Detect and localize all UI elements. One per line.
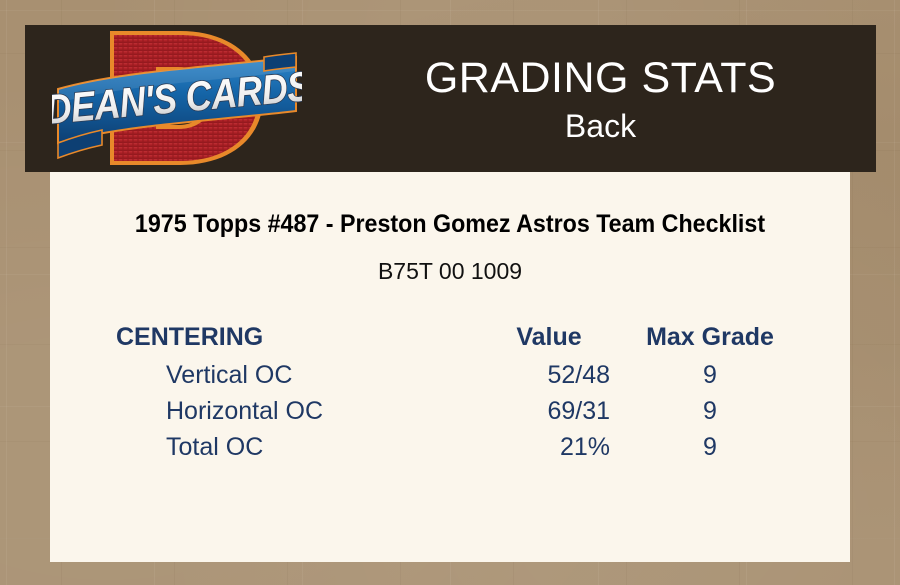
- header-bar: DEAN'S CARDS GRADING STATS Back: [25, 25, 876, 172]
- table-row: Total OC 21% 9: [114, 429, 786, 465]
- column-header-centering: CENTERING: [116, 323, 264, 351]
- row-label-horizontal-oc: Horizontal OC: [166, 397, 323, 425]
- logo-ribbon: [57, 52, 297, 160]
- card-code: B75T 00 1009: [377, 258, 523, 284]
- column-header-max-grade: Max Grade: [646, 323, 774, 351]
- row-grade-vertical-oc: 9: [703, 361, 717, 389]
- card-title: 1975 Topps #487 - Preston Gomez Astros T…: [134, 210, 766, 238]
- stats-header-row: CENTERING Value Max Grade: [114, 319, 786, 357]
- row-value-vertical-oc: 52/48: [547, 361, 610, 389]
- row-grade-total-oc: 9: [703, 433, 717, 461]
- header-titles: GRADING STATS Back: [325, 25, 876, 172]
- deans-cards-logo[interactable]: DEAN'S CARDS: [52, 27, 302, 170]
- row-value-total-oc: 21%: [559, 433, 610, 461]
- row-label-vertical-oc: Vertical OC: [166, 361, 293, 389]
- row-value-horizontal-oc: 69/31: [547, 397, 610, 425]
- page-title: GRADING STATS: [424, 53, 777, 102]
- content-panel: 1975 Topps #487 - Preston Gomez Astros T…: [50, 172, 850, 562]
- table-row: Horizontal OC 69/31 9: [114, 393, 786, 429]
- row-grade-horizontal-oc: 9: [703, 397, 717, 425]
- grading-stats-table: CENTERING Value Max Grade Vertical OC 52…: [114, 319, 786, 465]
- stats-table-head: CENTERING Value Max Grade: [114, 319, 786, 357]
- table-row: Vertical OC 52/48 9: [114, 357, 786, 393]
- row-label-total-oc: Total OC: [166, 433, 264, 461]
- column-header-value: Value: [516, 323, 582, 351]
- page-subtitle: Back: [564, 107, 637, 144]
- logo-graphic: DEAN'S CARDS: [52, 31, 302, 165]
- stats-table-body: Vertical OC 52/48 9 Horizontal OC 69/31 …: [114, 357, 786, 465]
